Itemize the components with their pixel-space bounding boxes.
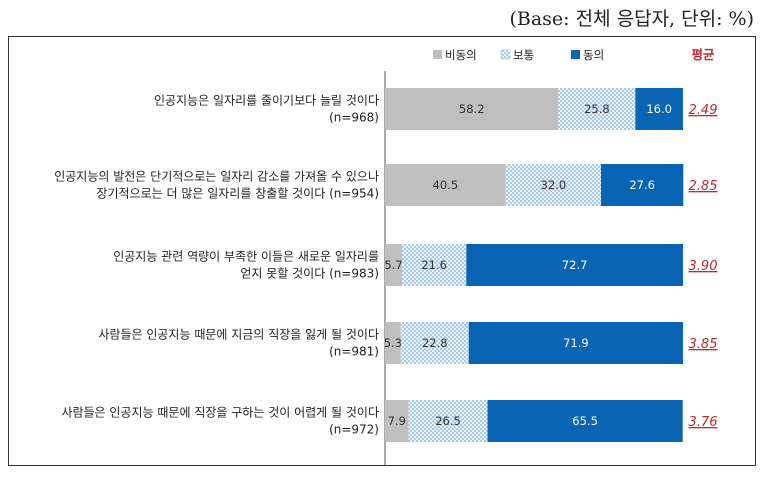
average-value-row-3: 3.90 [689, 259, 718, 274]
value-label-disagree-row-3: 5.7 [384, 258, 402, 272]
average-value-row-4: 3.85 [689, 337, 718, 352]
value-label-agree-row-3: 72.7 [562, 258, 588, 272]
value-label-neutral-row-4: 22.8 [422, 336, 448, 350]
category-label-5-line-1: 사람들은 인공지능 때문에 직장을 구하는 것이 어렵게 될 것이다 [61, 406, 379, 420]
category-label-3-line-2: 얻지 못할 것이다 (n=983) [240, 267, 379, 281]
value-label-agree-row-2: 27.6 [629, 178, 655, 192]
category-label-5-line-2: (n=972) [329, 423, 379, 437]
bar-agree-row-1 [635, 88, 683, 130]
average-header: 평균 [691, 47, 715, 62]
bar-disagree-row-1 [385, 88, 559, 130]
category-label-2-line-2: 장기적으로는 더 많은 일자리를 창출할 것이다 (n=954) [96, 187, 379, 201]
bar-neutral-row-1 [558, 88, 636, 130]
bar-neutral-row-3 [401, 244, 467, 286]
value-label-disagree-row-4: 5.3 [384, 336, 402, 350]
bar-agree-row-4 [468, 322, 683, 364]
value-label-neutral-row-1: 25.8 [584, 102, 610, 116]
value-label-neutral-row-3: 21.6 [421, 258, 447, 272]
legend-swatch-neutral [500, 49, 511, 60]
legend-label-neutral: 보통 [513, 48, 534, 62]
bar-disagree-row-5 [385, 400, 409, 442]
bar-disagree-row-4 [385, 322, 401, 364]
category-label-4-line-2: (n=981) [329, 345, 379, 359]
value-label-disagree-row-5: 7.9 [388, 414, 406, 428]
bar-neutral-row-4 [400, 322, 469, 364]
value-label-neutral-row-2: 32.0 [541, 178, 567, 192]
legend-label-agree: 동의 [583, 48, 604, 62]
category-label-3-line-1: 인공지능 관련 역량이 부족한 이들은 새로운 일자리를 [113, 250, 379, 264]
bar-neutral-row-2 [505, 164, 602, 206]
bar-neutral-row-5 [408, 400, 488, 442]
bar-disagree-row-2 [385, 164, 506, 206]
bar-agree-row-2 [601, 164, 684, 206]
value-label-disagree-row-1: 58.2 [459, 102, 485, 116]
average-value-row-5: 3.76 [689, 415, 718, 430]
average-value-row-2: 2.85 [689, 179, 718, 194]
category-label-1-line-1: 인공지능은 일자리를 줄이기보다 늘릴 것이다 [154, 94, 379, 108]
bar-disagree-row-3 [385, 244, 402, 286]
category-label-4-line-1: 사람들은 인공지능 때문에 지금의 직장을 잃게 될 것이다 [98, 328, 379, 342]
value-label-agree-row-5: 65.5 [572, 414, 598, 428]
value-label-agree-row-4: 71.9 [563, 336, 589, 350]
category-label-2-line-1: 인공지능의 발전은 단기적으로는 일자리 감소를 가져올 수 있으나 [54, 170, 379, 184]
base-note: (Base: 전체 응답자, 단위: %) [509, 8, 754, 30]
average-value-row-1: 2.49 [689, 103, 718, 118]
value-label-neutral-row-5: 26.5 [435, 414, 461, 428]
legend-swatch-disagree [433, 50, 442, 59]
value-label-agree-row-1: 16.0 [646, 102, 672, 116]
bar-agree-row-5 [487, 400, 683, 442]
legend-swatch-agree [571, 50, 580, 59]
bar-agree-row-3 [466, 244, 683, 286]
category-label-1-line-2: (n=968) [329, 111, 379, 125]
value-label-disagree-row-2: 40.5 [433, 178, 459, 192]
legend-label-disagree: 비동의 [445, 48, 477, 62]
